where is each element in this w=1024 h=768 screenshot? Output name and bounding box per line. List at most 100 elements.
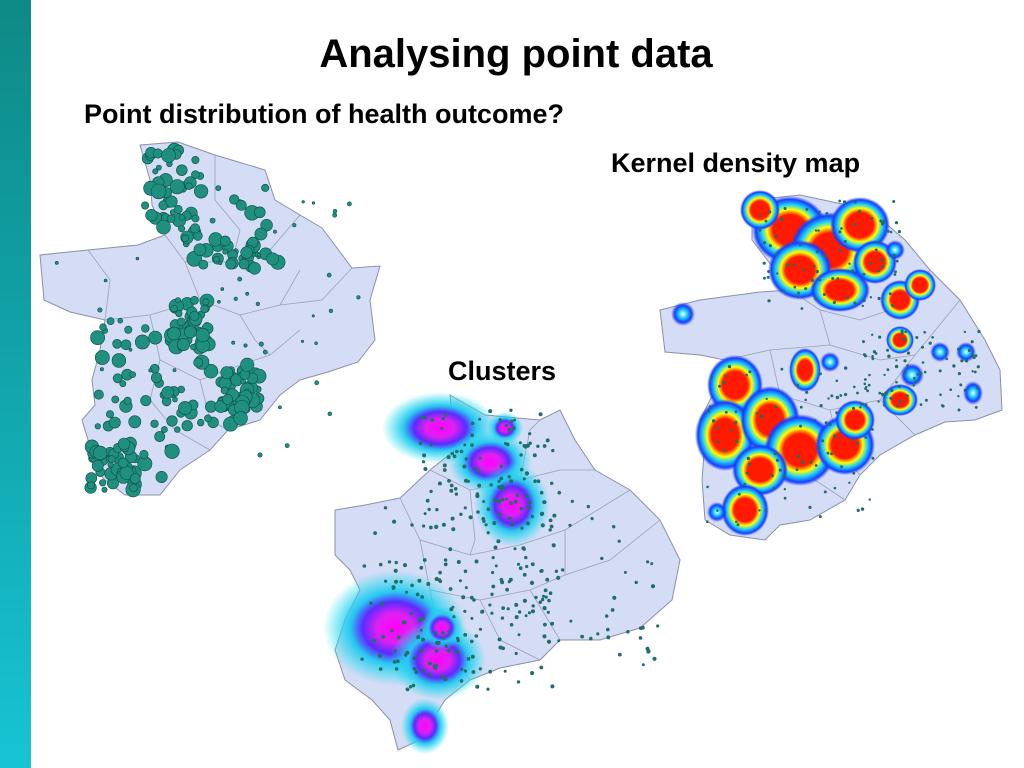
- kde-point: [889, 396, 893, 400]
- cluster-point: [426, 581, 431, 586]
- point-marker: [238, 258, 250, 270]
- point-marker: [202, 298, 210, 306]
- cluster-point: [442, 463, 447, 468]
- kde-point: [833, 434, 837, 438]
- cluster-point: [447, 478, 451, 483]
- cluster-point: [420, 415, 424, 420]
- point-marker: [128, 415, 142, 429]
- cluster-point: [451, 527, 456, 532]
- kde-point: [906, 364, 910, 368]
- kde-point: [723, 374, 727, 377]
- kde-point: [764, 508, 768, 512]
- kde-point: [835, 395, 840, 400]
- point-marker: [356, 295, 361, 300]
- point-marker: [178, 401, 192, 415]
- kde-point: [836, 277, 840, 281]
- cluster-point: [536, 479, 541, 484]
- cluster-point: [459, 449, 464, 454]
- point-marker: [233, 411, 248, 426]
- kde-point: [895, 359, 898, 362]
- kde-point: [883, 373, 886, 377]
- kde-point: [853, 301, 857, 305]
- cluster-point: [417, 618, 422, 623]
- cluster-point: [541, 594, 546, 598]
- cluster-point: [656, 624, 660, 628]
- cluster-point: [496, 499, 501, 504]
- kde-point: [762, 241, 767, 245]
- kde-point: [868, 373, 871, 377]
- kde-point: [888, 292, 892, 296]
- point-marker: [129, 473, 141, 484]
- kde-point: [864, 378, 867, 381]
- cluster-point: [463, 609, 467, 613]
- point-marker: [166, 214, 176, 223]
- kde-point: [711, 419, 716, 423]
- point-marker: [235, 199, 247, 211]
- kde-point: [904, 338, 907, 342]
- kde-point: [863, 382, 867, 386]
- kde-point: [870, 333, 874, 336]
- kde-point: [894, 221, 899, 225]
- cluster-point: [416, 635, 421, 640]
- kde-point: [843, 392, 848, 397]
- kde-point: [805, 390, 809, 394]
- cluster-point: [646, 649, 651, 654]
- kde-point: [939, 393, 942, 397]
- cluster-point: [528, 432, 532, 436]
- kde-point: [887, 229, 890, 233]
- point-marker: [220, 235, 231, 247]
- cluster-point: [514, 615, 519, 620]
- cluster-point: [550, 621, 555, 626]
- point-marker: [155, 164, 162, 171]
- cluster-point: [429, 489, 433, 494]
- cluster-point: [381, 634, 386, 639]
- cluster-point: [415, 592, 420, 597]
- point-marker: [99, 367, 104, 372]
- cluster-point: [402, 563, 407, 568]
- kde-point: [915, 335, 919, 339]
- cluster-point: [419, 648, 424, 653]
- kde-point: [840, 465, 844, 469]
- point-marker: [209, 217, 216, 224]
- kde-point: [716, 509, 719, 512]
- cluster-point: [542, 605, 547, 611]
- kernel-density-label: Kernel density map: [611, 148, 861, 178]
- cluster-point: [410, 523, 414, 527]
- cluster-point: [538, 600, 542, 604]
- cluster-point: [514, 602, 519, 607]
- kde-point: [783, 496, 787, 500]
- cluster-point: [548, 528, 552, 532]
- cluster-point: [519, 467, 524, 472]
- cluster-point: [517, 610, 522, 614]
- cluster-point: [459, 512, 463, 516]
- kde-point: [774, 253, 778, 256]
- point-marker: [217, 299, 221, 304]
- cluster-point: [540, 511, 545, 516]
- point-marker: [177, 317, 186, 327]
- cluster-point: [548, 591, 553, 596]
- kde-point: [856, 391, 859, 395]
- point-marker: [231, 340, 236, 345]
- kde-point: [745, 471, 749, 475]
- point-marker: [150, 183, 167, 200]
- cluster-point: [408, 685, 413, 689]
- cluster-point: [617, 539, 621, 543]
- point-marker: [169, 179, 185, 195]
- kde-point: [722, 380, 726, 385]
- point-marker: [117, 317, 123, 324]
- cluster-point: [641, 663, 645, 667]
- cluster-point: [522, 572, 527, 577]
- cluster-point: [423, 416, 427, 420]
- point-marker: [141, 201, 150, 210]
- cluster-point: [442, 468, 447, 472]
- kde-point: [900, 329, 904, 333]
- kde-point: [799, 424, 803, 428]
- point-marker: [190, 343, 197, 351]
- cluster-point: [516, 562, 521, 566]
- point-marker: [248, 261, 261, 275]
- cluster-point: [580, 634, 585, 639]
- cluster-point: [463, 569, 468, 574]
- cluster-point: [392, 519, 397, 524]
- kde-point: [805, 207, 809, 211]
- cluster-point: [557, 490, 562, 495]
